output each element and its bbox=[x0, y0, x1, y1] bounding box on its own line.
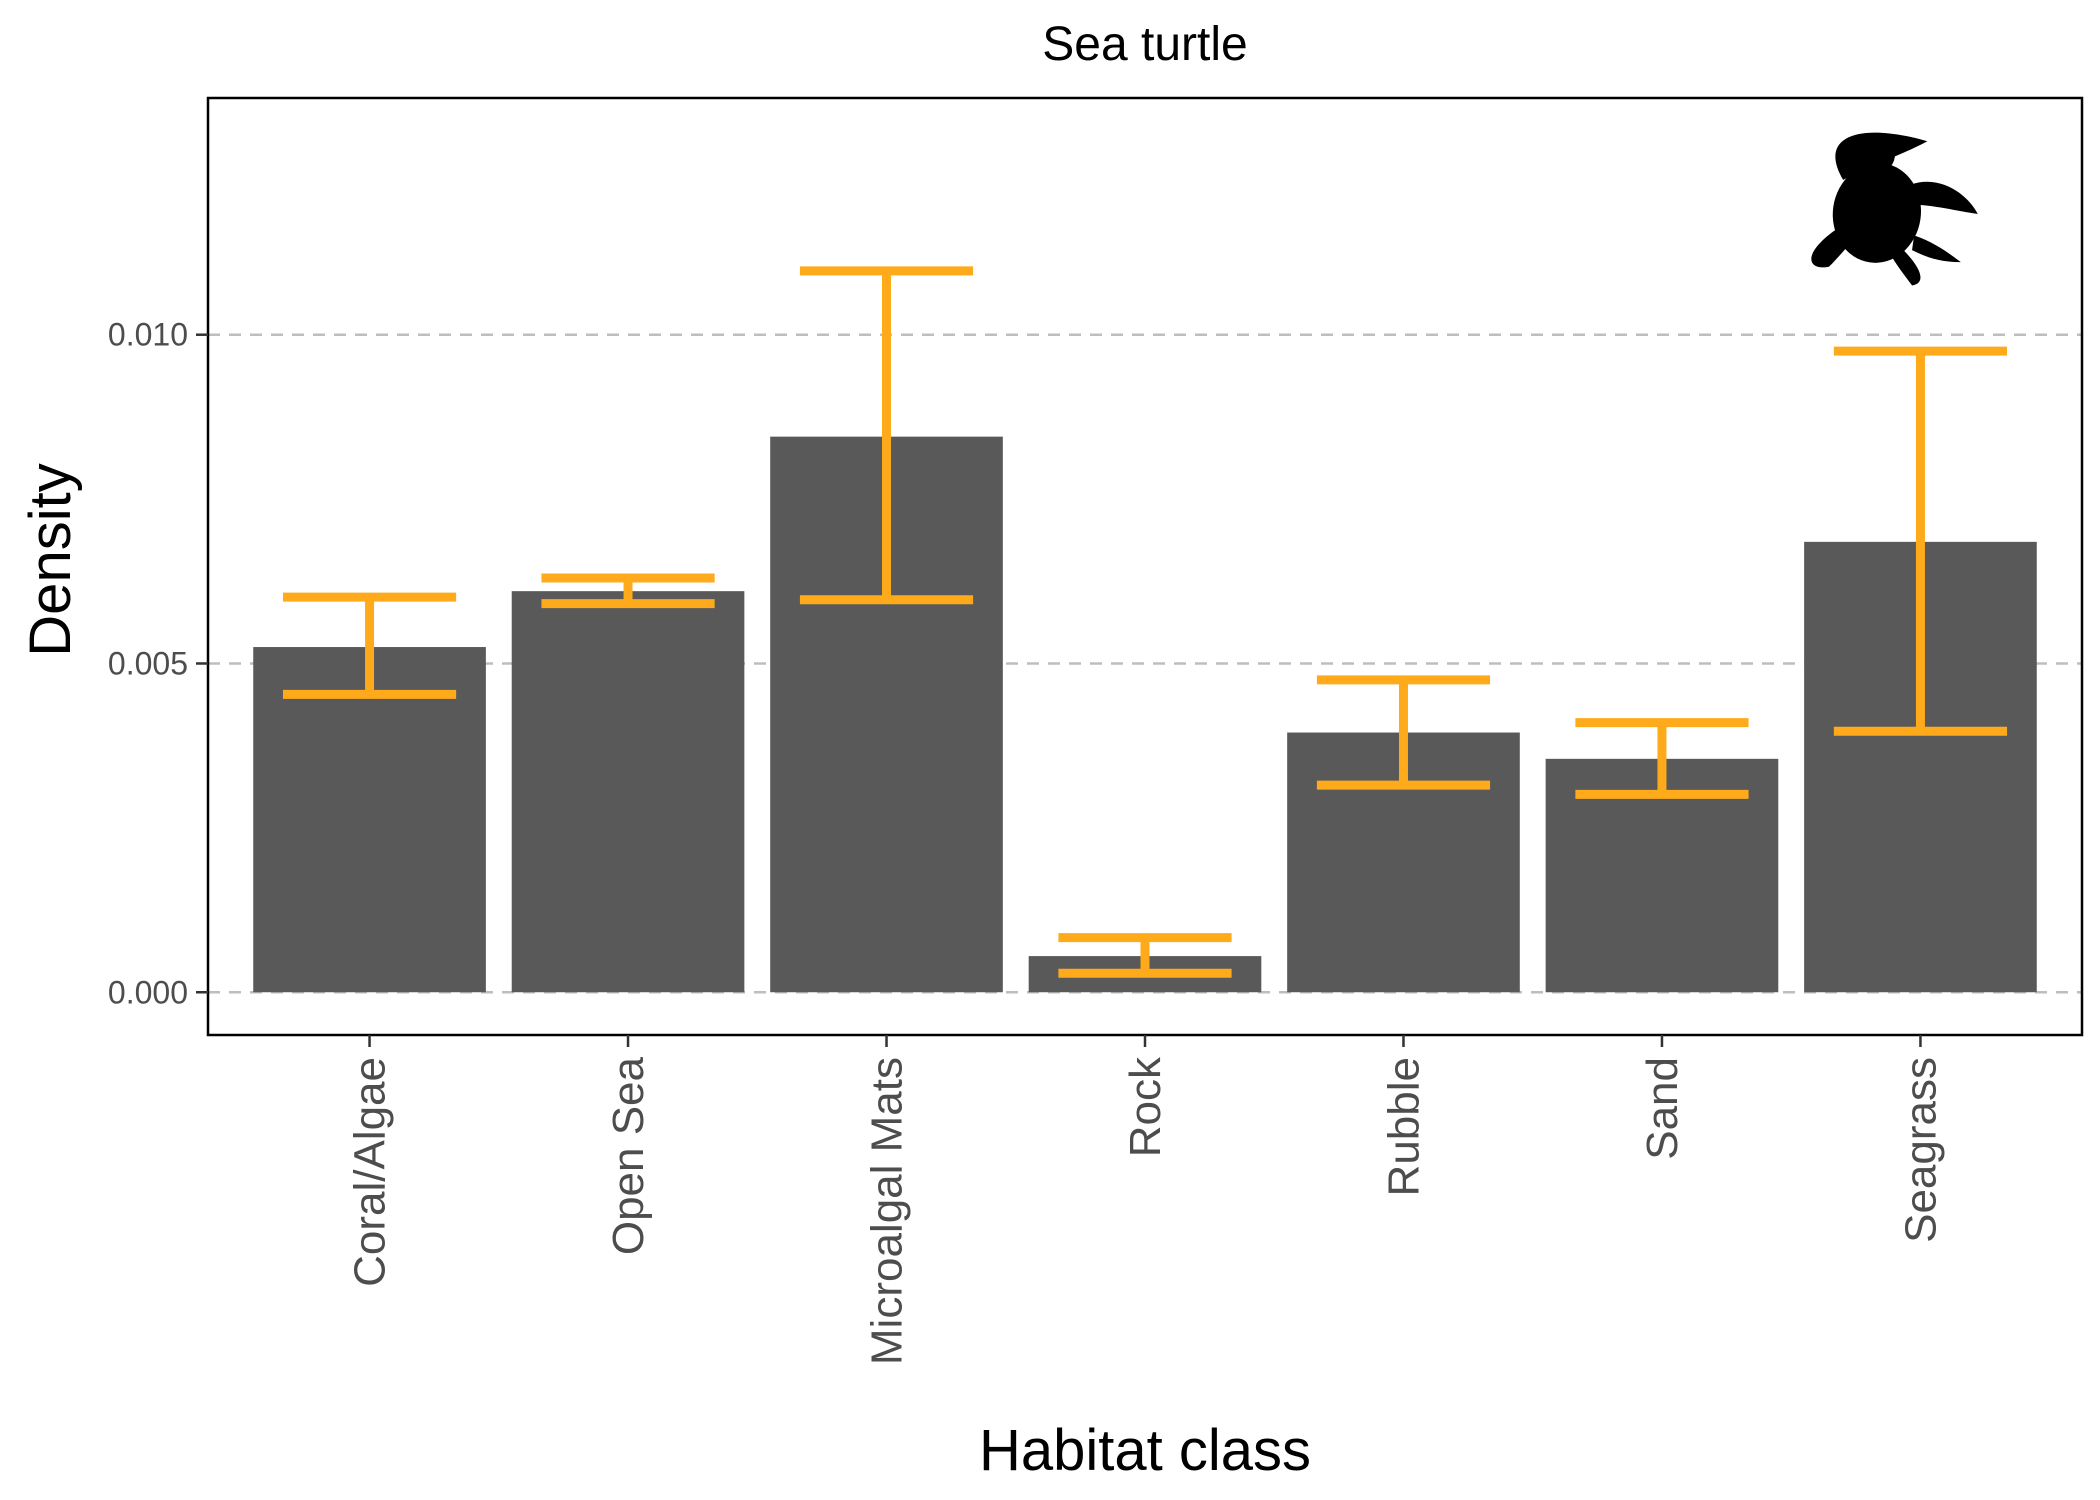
y-tick-label: 0.000 bbox=[108, 974, 188, 1010]
x-tick-label: Rubble bbox=[1379, 1057, 1428, 1196]
error-bar-2 bbox=[799, 266, 974, 605]
error-bar-0 bbox=[282, 592, 457, 699]
sea-turtle-silhouette-icon bbox=[1811, 132, 1978, 286]
error-bar-3 bbox=[1058, 933, 1232, 978]
y-tick-label: 0.005 bbox=[108, 645, 188, 681]
error-bar-6 bbox=[1833, 346, 2008, 736]
x-tick-label: Open Sea bbox=[604, 1056, 653, 1255]
error-bar-5 bbox=[1575, 718, 1749, 799]
x-axis-title: Habitat class bbox=[979, 1418, 1311, 1483]
x-tick-label: Coral/Algae bbox=[346, 1057, 395, 1287]
error-bar-4 bbox=[1316, 675, 1491, 790]
bar-1 bbox=[511, 591, 745, 993]
y-axis: 0.000 0.005 0.010 bbox=[108, 317, 208, 1010]
y-axis-title: Density bbox=[18, 463, 83, 656]
x-tick-label: Seagrass bbox=[1896, 1057, 1945, 1243]
chart-title: Sea turtle bbox=[1042, 18, 1247, 71]
x-tick-label: Sand bbox=[1638, 1057, 1687, 1160]
x-tick-label: Microalgal Mats bbox=[863, 1057, 912, 1365]
y-tick-label: 0.010 bbox=[108, 317, 188, 353]
error-bars bbox=[282, 266, 2008, 978]
x-tick-label: Rock bbox=[1121, 1056, 1170, 1157]
x-axis: Coral/Algae Open Sea Microalgal Mats Rock Ru… bbox=[346, 1035, 1945, 1365]
error-bar-1 bbox=[541, 573, 715, 609]
bar-0 bbox=[253, 647, 486, 993]
